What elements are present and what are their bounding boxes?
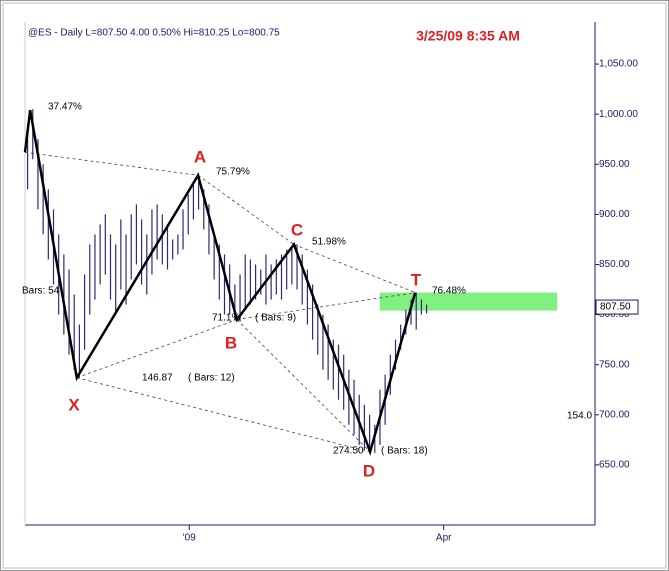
y-tick-label: 850.00: [599, 259, 630, 270]
y-tick-label: 650.00: [599, 460, 630, 471]
target-zone: [379, 292, 558, 311]
dashed-guide: [24, 151, 199, 176]
annotation: 154.0: [567, 411, 592, 422]
annotation: 37.47%: [48, 102, 82, 113]
dashed-guide: [236, 292, 416, 320]
timestamp: 3/25/09 8:35 AM: [416, 28, 520, 44]
x-tick-label: Apr: [436, 533, 452, 544]
pattern-point: C: [291, 220, 303, 239]
annotation: 75.79%: [216, 167, 250, 178]
pattern-point: X: [68, 395, 80, 414]
y-tick-label: 950.00: [599, 159, 630, 170]
pattern-point: A: [194, 147, 206, 166]
pattern-point: T: [411, 270, 422, 289]
y-tick-label: 800.00: [599, 309, 630, 320]
annotation: 76.48%: [432, 286, 466, 297]
annotation: ( Bars: 12): [188, 373, 235, 384]
x-tick-label: '09: [183, 533, 196, 544]
y-tick-label: 1,050.00: [599, 59, 638, 70]
y-tick-label: 750.00: [599, 359, 630, 370]
header: @ES - Daily L=807.50 4.00 0.50% Hi=810.2…: [28, 28, 280, 39]
annotation: ( Bars: 9): [255, 313, 296, 324]
dashed-guide: [197, 174, 295, 245]
last-price: 807.50: [600, 302, 631, 313]
dashed-guide: [293, 244, 416, 293]
y-tick-label: 700.00: [599, 409, 630, 420]
dashed-guide: [76, 377, 371, 453]
pattern-point: D: [363, 461, 375, 480]
last-price-box: [595, 299, 639, 315]
y-tick-label: 900.00: [599, 209, 630, 220]
annotation: 274.50: [333, 446, 364, 457]
dashed-guide: [236, 319, 371, 453]
annotation: Bars: 54: [22, 286, 60, 297]
pattern-line: [23, 109, 417, 456]
dashed-guide: [76, 319, 238, 379]
annotation: 51.98%: [312, 237, 346, 248]
annotation: 146.87: [142, 373, 173, 384]
annotation: ( Bars: 18): [381, 446, 428, 457]
y-tick-label: 1,000.00: [599, 109, 638, 120]
annotation: 71.1%: [212, 313, 240, 324]
pattern-point: B: [225, 333, 237, 352]
